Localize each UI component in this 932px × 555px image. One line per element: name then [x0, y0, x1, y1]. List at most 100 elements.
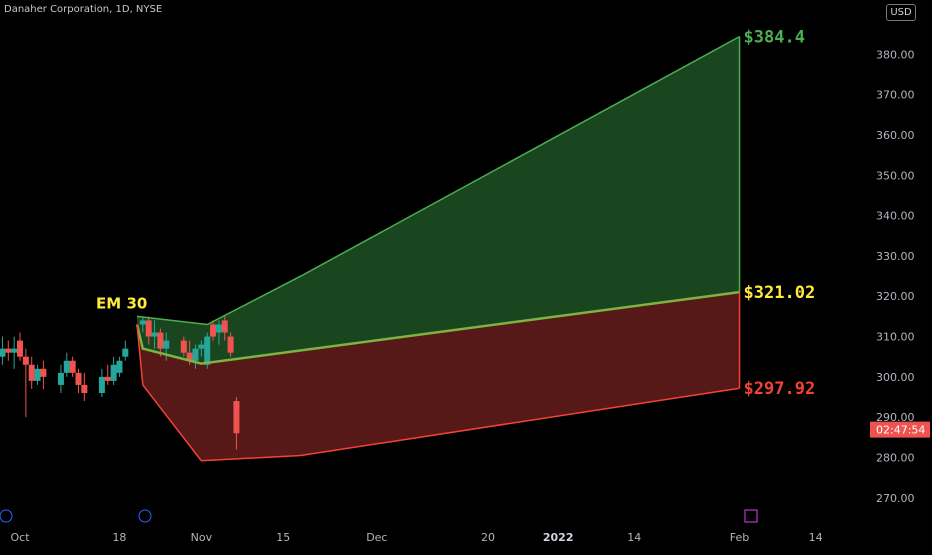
candle-body — [221, 320, 228, 333]
candle — [0, 336, 6, 365]
candle — [122, 340, 129, 361]
candle-body — [22, 356, 29, 365]
candle-body — [186, 352, 193, 361]
candle-body — [198, 344, 205, 349]
candle — [81, 372, 88, 402]
x-axis: Oct 18 Nov 15 Dec 20 2022 14 Feb 14 — [0, 509, 823, 544]
candle-body — [139, 320, 146, 325]
candle — [34, 364, 41, 385]
candle-body — [163, 340, 170, 349]
candle-body — [233, 401, 240, 434]
earnings-marker — [744, 509, 758, 523]
candle — [145, 316, 152, 345]
candle-body — [11, 348, 18, 353]
candle — [139, 316, 146, 333]
x-tick-label: 14 — [809, 531, 823, 544]
candle-body — [180, 340, 187, 353]
candle — [215, 320, 222, 345]
price-labels: $384.4 $321.02 $297.92 EM 30 — [96, 28, 815, 400]
clock-text: 02:47:54 — [876, 424, 925, 437]
candle — [57, 364, 64, 393]
candle — [180, 336, 187, 357]
candle-body — [75, 372, 82, 385]
upside-zone — [137, 36, 740, 364]
candle — [110, 356, 117, 385]
y-tick-label: 330.00 — [876, 250, 915, 263]
currency-badge[interactable]: USD — [886, 4, 916, 21]
candle — [116, 356, 123, 377]
x-tick-label: Nov — [191, 531, 213, 544]
upper-target-label: $384.4 — [744, 28, 805, 48]
candle — [69, 356, 76, 377]
candle-body — [157, 332, 164, 349]
candle-body — [116, 360, 123, 373]
candle-body — [192, 348, 199, 361]
candle-body — [34, 368, 41, 381]
candle — [11, 336, 18, 369]
candle-body — [40, 368, 47, 377]
em-label: EM 30 — [96, 294, 147, 312]
candle-body — [28, 364, 35, 381]
candle-body — [204, 336, 211, 365]
candle-body — [81, 384, 88, 393]
candle — [63, 352, 70, 377]
y-tick-label: 370.00 — [876, 89, 915, 102]
candle — [163, 332, 170, 361]
candle-body — [17, 340, 23, 357]
candle-body — [69, 360, 76, 373]
event-marker — [138, 509, 152, 523]
candle — [17, 332, 23, 361]
y-tick-label: 340.00 — [876, 210, 915, 223]
x-tick-label: Oct — [10, 531, 30, 544]
x-tick-label: Dec — [366, 531, 387, 544]
expected-move-zones — [137, 36, 740, 461]
y-tick-label: 380.00 — [876, 48, 915, 61]
candle-body — [104, 376, 111, 381]
lower-bound-line — [136, 324, 740, 462]
x-tick-label: 14 — [627, 531, 641, 544]
candle — [198, 340, 205, 357]
y-axis: 270.00 280.00 290.00 300.00 310.00 320.00 330.… — [870, 48, 930, 505]
chart-title: Danaher Corporation, 1D, NYSE — [4, 4, 163, 15]
candle-body — [98, 376, 105, 393]
y-tick-label: 280.00 — [876, 451, 915, 464]
candle-body — [63, 360, 70, 373]
candle — [227, 332, 234, 357]
y-tick-label: 360.00 — [876, 129, 915, 142]
x-tick-label: 2022 — [543, 531, 574, 544]
x-tick-label: 20 — [481, 531, 495, 544]
y-tick-label: 290.00 — [876, 411, 915, 424]
candle — [5, 340, 12, 361]
candle — [192, 344, 199, 369]
candle — [28, 356, 35, 389]
downside-zone — [137, 292, 740, 461]
candle — [233, 397, 240, 450]
event-marker — [0, 509, 13, 523]
candle-body — [0, 348, 6, 357]
candle — [151, 320, 158, 349]
x-tick-label: 18 — [112, 531, 126, 544]
candle-body — [227, 336, 234, 353]
clock-badge — [870, 421, 930, 438]
mid-target-label: $321.02 — [744, 283, 816, 303]
candlestick-series — [0, 316, 240, 450]
mid-line — [135, 290, 740, 365]
y-tick-label: 310.00 — [876, 331, 915, 344]
candle — [210, 320, 217, 341]
candle-body — [5, 348, 12, 353]
y-tick-label: 320.00 — [876, 290, 915, 303]
projection-lines — [135, 35, 741, 462]
candle-body — [215, 324, 222, 333]
y-tick-label: 270.00 — [876, 492, 915, 505]
x-tick-label: Feb — [730, 531, 749, 544]
y-tick-label: 300.00 — [876, 371, 915, 384]
candle — [104, 364, 111, 385]
candle — [75, 368, 82, 393]
candle-body — [122, 348, 129, 357]
x-tick-label: 15 — [276, 531, 290, 544]
candle-body — [110, 364, 117, 381]
candle-body — [210, 324, 217, 337]
candle — [98, 368, 105, 398]
